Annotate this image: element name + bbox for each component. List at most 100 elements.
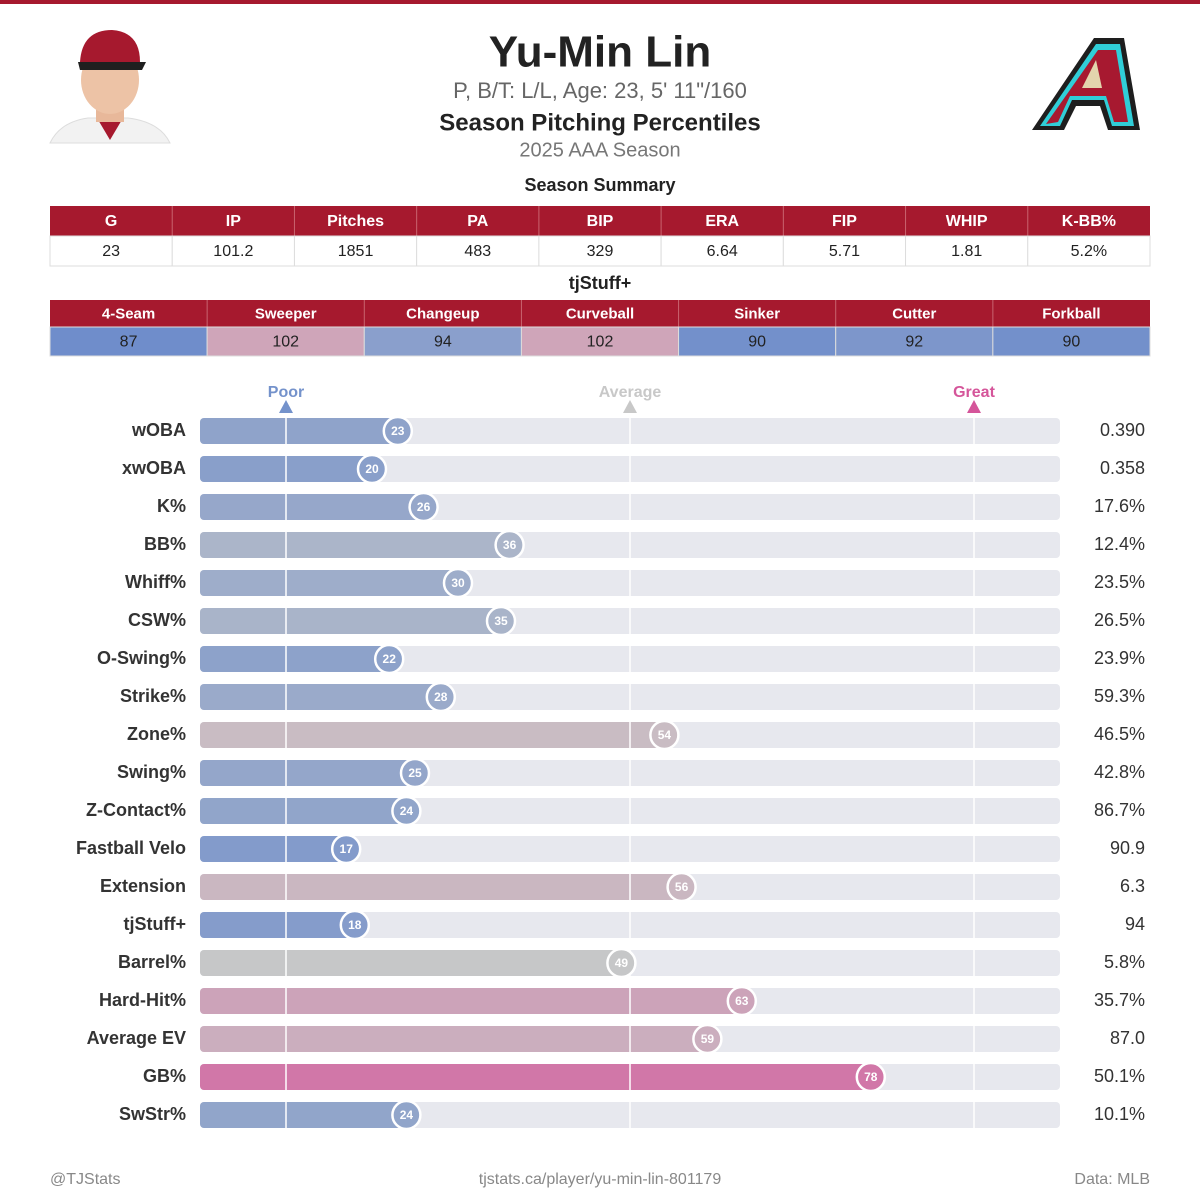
percentile-label: 25 <box>408 766 422 780</box>
percentile-dot <box>606 947 637 979</box>
bar <box>200 1026 708 1052</box>
stat-value: 6.3 <box>1120 876 1145 896</box>
percentile-label: 36 <box>503 538 517 552</box>
percentile-dot <box>442 567 474 599</box>
metric-label: BB% <box>144 534 186 554</box>
percentile-dot <box>666 871 697 903</box>
metric-label: Hard-Hit% <box>99 990 186 1010</box>
percentile-dot <box>339 909 371 941</box>
table-cell <box>660 235 784 267</box>
summary-title: Season Summary <box>524 175 675 195</box>
metric-label: Barrel% <box>118 952 186 972</box>
bar <box>200 912 355 938</box>
table-cell <box>416 235 540 267</box>
reference-marker <box>623 400 637 413</box>
metric-label: GB% <box>143 1066 186 1086</box>
percentile-dot <box>649 719 680 751</box>
percentile-label: 24 <box>400 804 414 818</box>
bar <box>200 570 458 596</box>
table-value: 101.2 <box>213 243 253 260</box>
stat-value: 5.8% <box>1104 952 1145 972</box>
stat-value: 0.358 <box>1100 458 1145 478</box>
season-label: 2025 AAA Season <box>519 139 680 161</box>
stat-value: 23.9% <box>1094 648 1145 668</box>
metric-label: tjStuff+ <box>124 914 187 934</box>
player-name: Yu-Min Lin <box>489 28 711 77</box>
stat-value: 35.7% <box>1094 990 1145 1010</box>
reference-marker <box>279 400 293 413</box>
percentile-label: 23 <box>391 424 405 438</box>
table-header: G <box>105 213 117 230</box>
table-cell <box>782 235 907 267</box>
table-header: PA <box>467 213 488 230</box>
table-cell <box>49 326 208 357</box>
top-rule <box>0 0 1200 4</box>
bar <box>200 418 398 444</box>
table-cell <box>171 235 295 267</box>
table-cell <box>905 235 1029 267</box>
metric-label: K% <box>157 496 186 516</box>
player-photo <box>49 30 171 144</box>
percentile-dot <box>330 833 362 865</box>
bar <box>200 988 742 1014</box>
percentile-dot <box>399 757 431 789</box>
metric-label: Average EV <box>87 1028 186 1048</box>
table-header: Pitches <box>327 213 384 230</box>
table-cell <box>49 235 173 267</box>
percentile-dot <box>425 681 457 713</box>
footer-right: Data: MLB <box>1074 1171 1150 1188</box>
percentile-label: 59 <box>701 1032 715 1046</box>
bar <box>200 646 390 672</box>
team-logo <box>1032 38 1140 130</box>
table-header: FIP <box>832 213 857 230</box>
table-header: WHIP <box>946 213 988 230</box>
table-value: 90 <box>1063 334 1081 351</box>
stuff-title: tjStuff+ <box>569 273 632 293</box>
metric-label: Strike% <box>120 686 186 706</box>
stat-value: 87.0 <box>1110 1028 1145 1048</box>
table-cell <box>293 235 418 267</box>
bar <box>200 1064 871 1090</box>
stat-value: 59.3% <box>1094 686 1145 706</box>
stat-value: 42.8% <box>1094 762 1145 782</box>
stat-value: 23.5% <box>1094 572 1145 592</box>
metric-label: Extension <box>100 876 186 896</box>
reference-label: Great <box>953 384 995 401</box>
metric-label: Whiff% <box>125 572 186 592</box>
percentile-dot <box>692 1023 723 1055</box>
stat-value: 50.1% <box>1094 1066 1145 1086</box>
bar <box>200 874 682 900</box>
reference-marker <box>967 400 981 413</box>
metric-label: wOBA <box>131 420 186 440</box>
table-value: 94 <box>434 334 452 351</box>
table-header-bg <box>50 206 1150 236</box>
reference-label: Average <box>599 384 662 401</box>
percentile-label: 17 <box>340 842 354 856</box>
percentile-label: 26 <box>417 500 431 514</box>
percentile-dot <box>494 529 525 561</box>
percentile-label: 56 <box>675 880 689 894</box>
percentile-label: 28 <box>434 690 448 704</box>
table-header: Changeup <box>406 305 479 322</box>
player-info: P, B/T: L/L, Age: 23, 5' 11"/160 <box>453 78 747 103</box>
table-value: 23 <box>102 243 120 260</box>
percentile-label: 78 <box>864 1070 878 1084</box>
metric-label: Zone% <box>127 724 186 744</box>
percentile-label: 24 <box>400 1108 414 1122</box>
metric-label: Fastball Velo <box>76 838 186 858</box>
table-header: Curveball <box>566 305 634 322</box>
table-value: 1851 <box>338 243 374 260</box>
bar <box>200 760 415 786</box>
table-value: 5.71 <box>829 243 860 260</box>
metric-label: Swing% <box>117 762 186 782</box>
percentile-label: 49 <box>615 956 629 970</box>
percentile-dot <box>855 1061 887 1093</box>
table-value: 87 <box>120 334 138 351</box>
bar <box>200 722 665 748</box>
stat-value: 12.4% <box>1094 534 1145 554</box>
table-cell <box>1027 235 1151 267</box>
table-value: 102 <box>587 334 614 351</box>
metric-label: CSW% <box>128 610 186 630</box>
